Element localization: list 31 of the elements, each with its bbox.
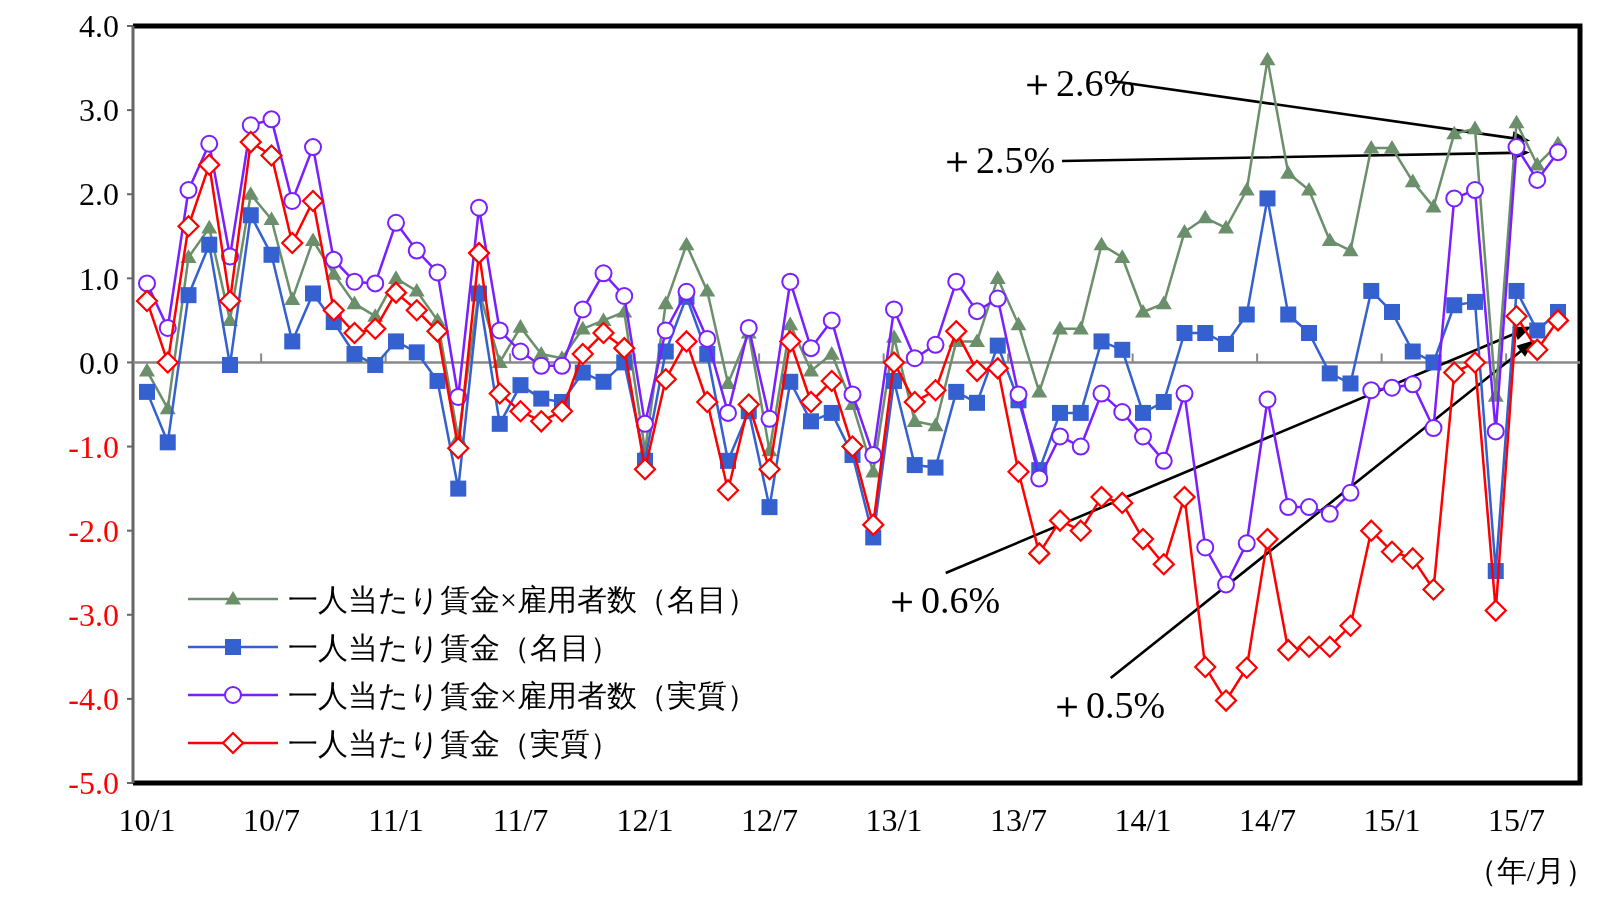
y-tick-label: 0.0 [79,344,119,381]
y-tick-label: -4.0 [68,681,119,718]
y-tick-label: 1.0 [79,260,119,297]
x-tick-label: 13/1 [865,802,923,838]
y-tick-label: -2.0 [68,512,119,549]
legend-label: 一人当たり賃金（名目） [288,630,620,664]
x-tick-label: 14/7 [1239,802,1296,838]
x-tick-label: 14/1 [1114,802,1172,838]
legend-label: 一人当たり賃金×雇用者数（名目） [288,582,757,616]
y-tick-label: -1.0 [68,428,119,465]
y-tick-label: -3.0 [68,596,119,633]
x-axis-title: （年/月） [1466,854,1595,887]
legend-label: 一人当たり賃金（実質） [288,726,620,760]
x-tick-label: 15/7 [1488,802,1545,838]
x-tick-label: 12/7 [741,802,798,838]
y-tick-label: 4.0 [79,8,119,45]
y-tick-label: -5.0 [68,765,119,802]
x-tick-label: 11/1 [368,802,424,838]
x-tick-label: 10/1 [118,802,176,838]
annotation: ＋2.6% [1018,62,1136,104]
y-tick-label: 2.0 [79,176,119,213]
x-tick-label: 11/7 [492,802,549,838]
x-tick-label: 10/7 [243,802,300,838]
annotation: ＋0.6% [883,579,1001,621]
legend-label: 一人当たり賃金×雇用者数（実質） [288,678,757,712]
annotation: ＋0.5% [1048,684,1166,726]
annotation: ＋2.5% [938,139,1056,181]
x-tick-label: 12/1 [616,802,674,838]
x-tick-label: 15/1 [1363,802,1421,838]
x-tick-label: 13/7 [990,802,1047,838]
y-tick-label: 3.0 [79,92,119,129]
